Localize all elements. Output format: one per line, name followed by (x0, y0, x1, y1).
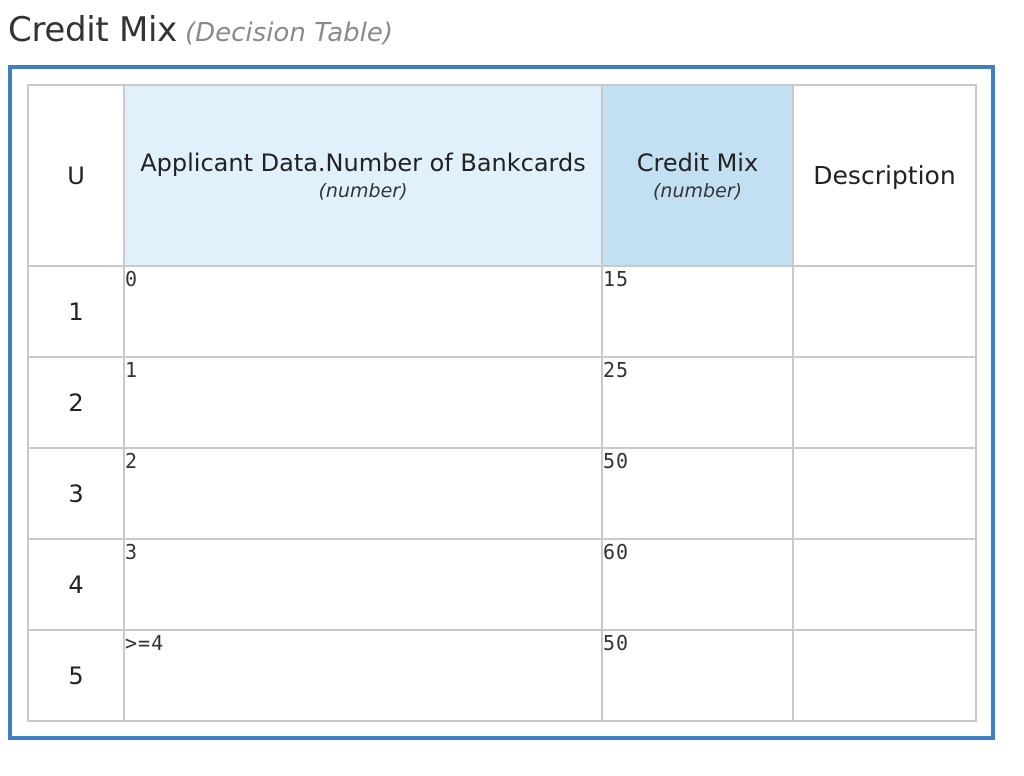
output-entry-cell[interactable]: 50 (601, 447, 794, 540)
input-entry-cell[interactable]: 2 (123, 447, 603, 540)
description-cell[interactable] (792, 538, 977, 631)
input-column-header[interactable]: Applicant Data.Number of Bankcards (numb… (123, 84, 603, 267)
hit-policy-cell[interactable]: U (27, 84, 125, 267)
description-cell[interactable] (792, 265, 977, 358)
description-cell[interactable] (792, 356, 977, 449)
table-row: 1 0 15 (27, 265, 977, 358)
rule-number: 3 (27, 447, 125, 540)
output-entry-cell[interactable]: 50 (601, 629, 794, 722)
decision-table: U Applicant Data.Number of Bankcards (nu… (27, 84, 977, 722)
output-column-label: Credit Mix (636, 148, 759, 177)
table-row: 5 >=4 50 (27, 629, 977, 722)
rule-number: 4 (27, 538, 125, 631)
table-row: 4 3 60 (27, 538, 977, 631)
output-entry-cell[interactable]: 60 (601, 538, 794, 631)
header-row: U Applicant Data.Number of Bankcards (nu… (27, 84, 977, 267)
decision-table-frame: U Applicant Data.Number of Bankcards (nu… (8, 65, 995, 740)
page-title: Credit Mix (Decision Table) (8, 10, 393, 58)
input-entry-cell[interactable]: 3 (123, 538, 603, 631)
rule-number: 2 (27, 356, 125, 449)
input-entry-cell[interactable]: 0 (123, 265, 603, 358)
decision-name: Credit Mix (8, 10, 177, 50)
output-entry-cell[interactable]: 25 (601, 356, 794, 449)
input-column-type: (number) (318, 179, 408, 202)
rule-number: 1 (27, 265, 125, 358)
input-column-label: Applicant Data.Number of Bankcards (140, 148, 586, 177)
description-cell[interactable] (792, 447, 977, 540)
input-entry-cell[interactable]: >=4 (123, 629, 603, 722)
table-row: 2 1 25 (27, 356, 977, 449)
output-column-header[interactable]: Credit Mix (number) (601, 84, 794, 267)
table-row: 3 2 50 (27, 447, 977, 540)
output-column-type: (number) (653, 179, 742, 202)
description-cell[interactable] (792, 629, 977, 722)
decision-kind: (Decision Table) (184, 18, 394, 48)
input-entry-cell[interactable]: 1 (123, 356, 603, 449)
output-entry-cell[interactable]: 15 (601, 265, 794, 358)
rule-number: 5 (27, 629, 125, 722)
annotation-column-header[interactable]: Description (792, 84, 977, 267)
